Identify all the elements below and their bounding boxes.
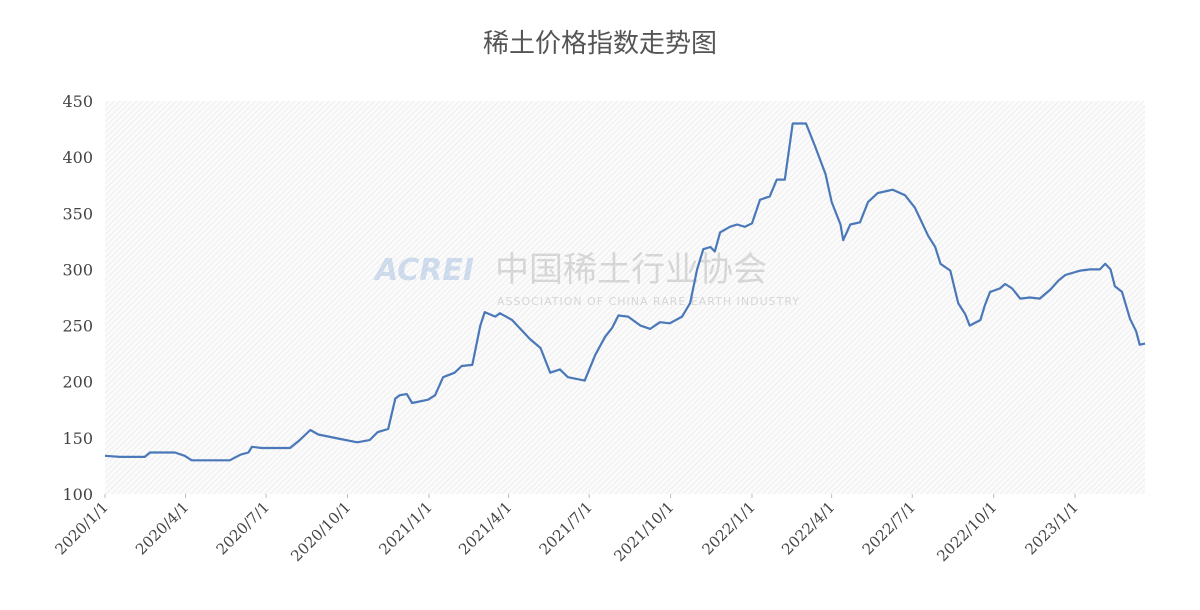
series-line bbox=[104, 122, 1146, 462]
x-tick-label: 2022/10/1 bbox=[933, 498, 1000, 565]
x-tick-label: 2022/1/1 bbox=[698, 498, 758, 558]
x-tick-label: 2023/1/1 bbox=[1022, 498, 1082, 558]
y-tick-label: 350 bbox=[62, 204, 93, 223]
x-tick-label: 2021/7/1 bbox=[536, 498, 596, 558]
chart-title: 稀土价格指数走势图 bbox=[483, 29, 717, 59]
y-tick-label: 100 bbox=[62, 485, 93, 504]
x-tick-label: 2021/1/1 bbox=[375, 498, 435, 558]
x-tick-label: 2022/4/1 bbox=[778, 498, 838, 558]
watermark-logo: ACREI bbox=[373, 253, 474, 288]
y-tick-label: 250 bbox=[62, 317, 93, 336]
y-tick-label: 450 bbox=[62, 92, 93, 111]
watermark-name: 中国稀土行业协会 bbox=[495, 250, 767, 290]
x-tick-label: 2021/10/1 bbox=[610, 498, 677, 565]
y-tick-label: 300 bbox=[62, 260, 93, 279]
x-tick-label: 2020/10/1 bbox=[287, 498, 354, 565]
watermark: ACREI 中国稀土行业协会 ASSOCIATION OF CHINA RARE… bbox=[373, 250, 800, 308]
x-tick-label: 2020/7/1 bbox=[213, 498, 273, 558]
x-tick-label: 2021/4/1 bbox=[455, 498, 515, 558]
watermark-subtitle: ASSOCIATION OF CHINA RARE EARTH INDUSTRY bbox=[497, 295, 800, 308]
x-tick-label: 2020/1/1 bbox=[51, 498, 111, 558]
plot-area bbox=[105, 101, 1145, 494]
y-tick-label: 200 bbox=[62, 373, 93, 392]
y-tick-label: 150 bbox=[62, 429, 93, 448]
x-tick-label: 2020/4/1 bbox=[132, 498, 192, 558]
x-tick-label: 2022/7/1 bbox=[859, 498, 919, 558]
y-tick-label: 400 bbox=[62, 148, 93, 167]
